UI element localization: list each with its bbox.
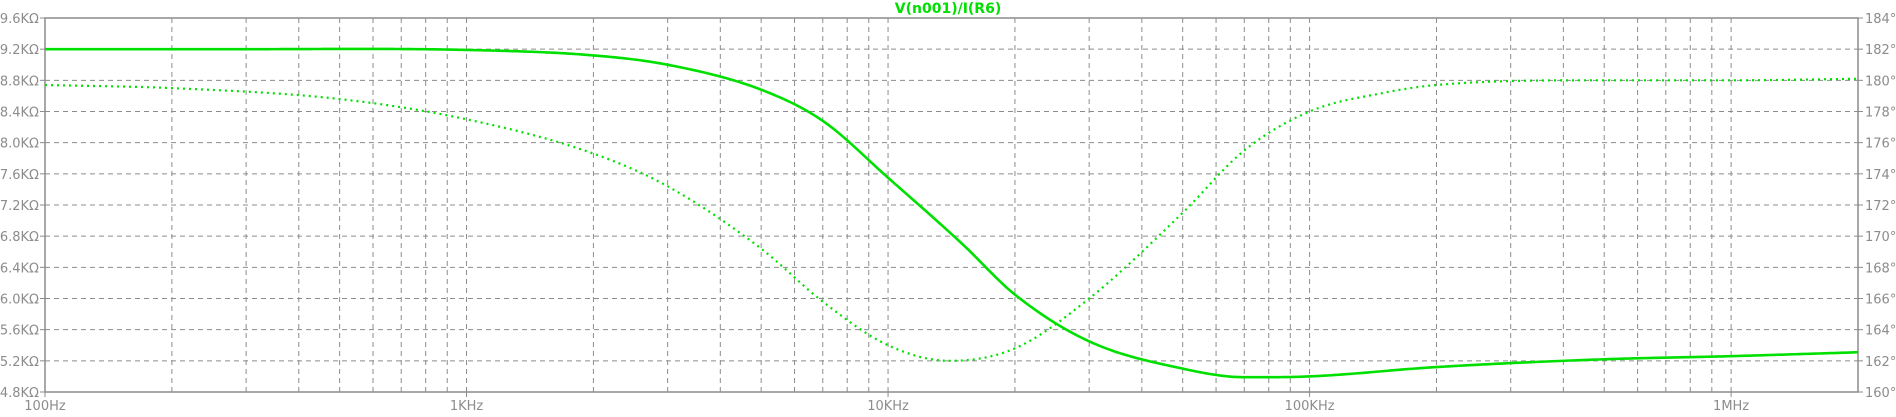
right-tick-label: 174°	[1865, 168, 1896, 183]
traces	[44, 47, 1859, 379]
right-tick-label: 166°	[1865, 293, 1896, 308]
left-tick-label: 6.4KΩ	[0, 261, 39, 276]
right-tick-label: 180°	[1865, 74, 1896, 89]
left-tick-label: 5.2KΩ	[0, 355, 39, 370]
left-tick-label: 7.6KΩ	[0, 168, 39, 183]
left-tick-label: 8.8KΩ	[0, 74, 39, 89]
chart-title: V(n001)/I(R6)	[895, 1, 1001, 17]
right-tick-label: 184°	[1865, 12, 1896, 27]
right-tick-label: 178°	[1865, 106, 1896, 121]
right-axis: 184° 182° 180° 178° 176° 174° 172° 170° 168° 166°…	[1858, 12, 1896, 401]
right-tick-label: 164°	[1865, 324, 1896, 339]
left-axis: 9.6KΩ 9.2KΩ 8.8KΩ 8.4KΩ 8.0KΩ 7.6KΩ 7.2KΩ 6.8KΩ…	[0, 12, 45, 401]
x-tick-label: 1MHz	[1713, 399, 1749, 414]
right-tick-label: 160°	[1865, 386, 1896, 401]
x-tick-label: 10KHz	[867, 399, 909, 414]
phase-trace	[44, 77, 1859, 362]
left-tick-label: 5.6KΩ	[0, 324, 39, 339]
right-tick-label: 172°	[1865, 199, 1896, 214]
left-tick-label: 6.0KΩ	[0, 293, 39, 308]
left-tick-label: 7.2KΩ	[0, 199, 39, 214]
left-tick-label: 6.8KΩ	[0, 230, 39, 245]
magnitude-trace	[45, 47, 1859, 379]
left-tick-label: 4.8KΩ	[0, 386, 39, 401]
left-tick-label: 8.0KΩ	[0, 137, 39, 152]
right-tick-label: 182°	[1865, 43, 1896, 58]
left-tick-label: 9.2KΩ	[0, 43, 39, 58]
right-tick-label: 170°	[1865, 230, 1896, 245]
x-tick-label: 100Hz	[24, 399, 66, 414]
right-tick-label: 162°	[1865, 355, 1896, 370]
right-tick-label: 168°	[1865, 261, 1896, 276]
left-tick-label: 9.6KΩ	[0, 12, 39, 27]
right-tick-label: 176°	[1865, 137, 1896, 152]
left-tick-label: 8.4KΩ	[0, 106, 39, 121]
x-axis: 100Hz 1KHz 10KHz 100KHz 1MHz	[24, 392, 1749, 414]
x-tick-label: 100KHz	[1285, 399, 1335, 414]
x-tick-label: 1KHz	[450, 399, 484, 414]
